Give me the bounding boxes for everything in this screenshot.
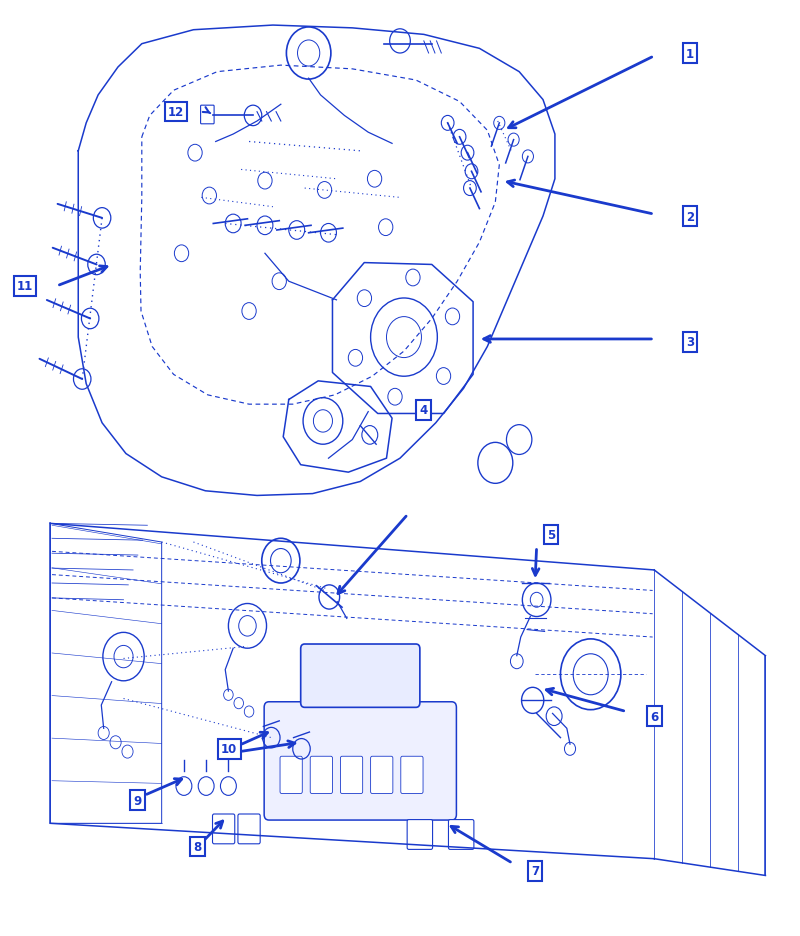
FancyBboxPatch shape	[310, 756, 333, 794]
Text: 12: 12	[168, 106, 184, 119]
FancyBboxPatch shape	[280, 756, 302, 794]
FancyBboxPatch shape	[370, 756, 393, 794]
FancyBboxPatch shape	[301, 644, 420, 708]
FancyBboxPatch shape	[238, 814, 260, 844]
FancyBboxPatch shape	[401, 756, 423, 794]
Text: 8: 8	[194, 841, 202, 854]
Text: 11: 11	[17, 280, 33, 293]
Text: 6: 6	[650, 709, 658, 723]
Text: 1: 1	[686, 48, 694, 61]
Text: 2: 2	[686, 211, 694, 224]
Text: 4: 4	[420, 403, 428, 417]
Text: 5: 5	[547, 529, 555, 542]
FancyBboxPatch shape	[341, 756, 362, 794]
FancyBboxPatch shape	[449, 820, 474, 850]
Text: 7: 7	[531, 864, 539, 877]
Text: 10: 10	[221, 742, 238, 755]
FancyBboxPatch shape	[201, 106, 214, 124]
FancyBboxPatch shape	[213, 814, 234, 844]
FancyBboxPatch shape	[264, 702, 457, 820]
FancyBboxPatch shape	[407, 820, 433, 850]
Text: 3: 3	[686, 336, 694, 349]
Text: 9: 9	[134, 794, 142, 807]
